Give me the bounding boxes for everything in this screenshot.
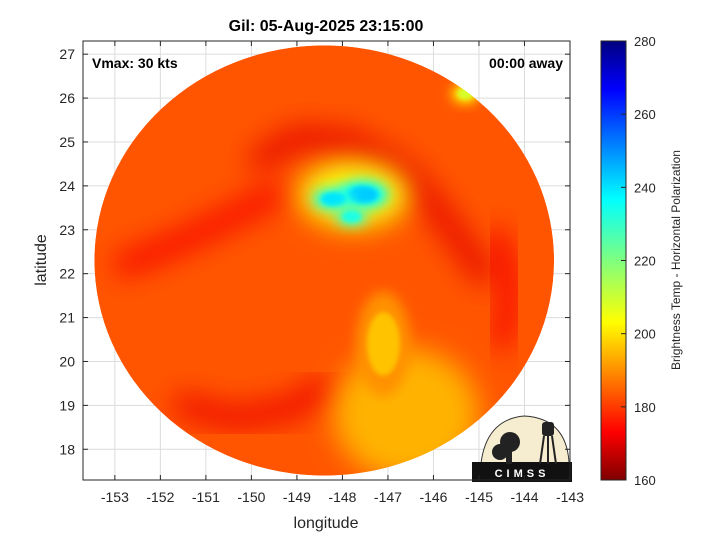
colorbar-ticks: 160 180 200 220 240 260 280 bbox=[621, 34, 656, 488]
rain-band bbox=[113, 183, 286, 276]
colorbar-tick-label: 260 bbox=[634, 107, 656, 122]
rain-band bbox=[249, 126, 495, 285]
rain-band bbox=[486, 227, 522, 351]
x-tick-label: -145 bbox=[465, 489, 493, 505]
y-tick-label: 19 bbox=[59, 397, 75, 413]
x-tick-label: -152 bbox=[146, 489, 174, 505]
logo-text: CIMSS bbox=[495, 468, 550, 480]
y-tick-label: 25 bbox=[59, 134, 75, 150]
x-tick-label: -143 bbox=[556, 489, 584, 505]
x-axis-label: longitude bbox=[294, 515, 359, 532]
x-tick-label: -149 bbox=[283, 489, 311, 505]
y-tick-label: 21 bbox=[59, 310, 75, 326]
brightness-feature-core bbox=[347, 186, 378, 204]
y-tick-label: 27 bbox=[59, 46, 75, 62]
brightness-feature-core bbox=[341, 210, 362, 223]
x-tick-label: -150 bbox=[237, 489, 265, 505]
brightness-feature-core bbox=[321, 192, 346, 206]
y-tick-label: 20 bbox=[59, 353, 75, 369]
brightness-feature-core bbox=[367, 312, 400, 376]
y-tick-label: 24 bbox=[59, 178, 75, 194]
axis-ticks: -153 -152 -151 -150 -149 -148 -147 -146 -145 -144… bbox=[59, 41, 584, 505]
y-tick-label: 26 bbox=[59, 90, 75, 106]
y-axis-label: latitude bbox=[33, 234, 50, 286]
time-away-annotation: 00:00 away bbox=[489, 55, 563, 71]
colorbar-tick-label: 180 bbox=[634, 400, 656, 415]
colorbar-tick-label: 240 bbox=[634, 180, 656, 195]
x-tick-label: -146 bbox=[419, 489, 447, 505]
x-tick-label: -151 bbox=[192, 489, 220, 505]
plot-frame bbox=[82, 40, 571, 481]
colorbar-tick-label: 200 bbox=[634, 327, 656, 342]
chart-title: Gil: 05-Aug-2025 23:15:00 bbox=[229, 18, 424, 35]
x-tick-label: -144 bbox=[510, 489, 538, 505]
colorbar-label: Brightness Temp - Horizontal Polarizatio… bbox=[669, 150, 683, 370]
vmax-annotation: Vmax: 30 kts bbox=[92, 55, 178, 71]
x-tick-label: -147 bbox=[374, 489, 402, 505]
cimss-logo: CIMSS bbox=[472, 415, 572, 482]
rain-band bbox=[172, 376, 336, 430]
x-tick-label: -153 bbox=[101, 489, 129, 505]
colorbar-tick-label: 220 bbox=[634, 254, 656, 269]
y-tick-label: 22 bbox=[59, 266, 75, 282]
y-tick-label: 18 bbox=[59, 441, 75, 457]
colorbar-tick-label: 280 bbox=[634, 34, 656, 49]
x-tick-label: -148 bbox=[328, 489, 356, 505]
y-tick-label: 23 bbox=[59, 222, 75, 238]
colorbar-tick-label: 160 bbox=[634, 473, 656, 488]
microwave-swath bbox=[94, 45, 555, 476]
